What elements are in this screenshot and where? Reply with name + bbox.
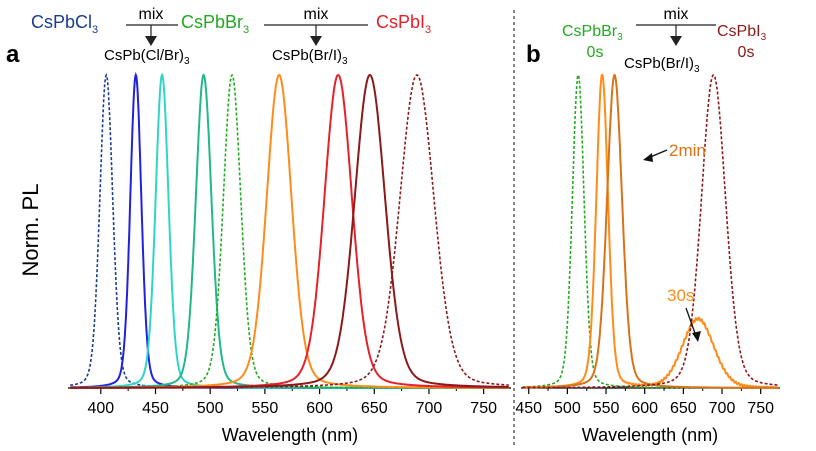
panel-a-tick-label-500: 500: [197, 400, 224, 417]
mix-label-b: mix: [664, 6, 689, 23]
panel-a-tick-label-750: 750: [470, 400, 497, 417]
panel-a-ticks: 400 450 500 550 600 650 700 750: [87, 388, 497, 417]
panel-a-tick-label-650: 650: [361, 400, 388, 417]
panel-a-series-405nm: [70, 73, 509, 389]
panel-b-series-561nm: [522, 73, 779, 389]
mixed-label-b: CsPb(Br/I)3: [624, 55, 700, 75]
panel-b-x-axis-label: Wavelength (nm): [582, 425, 718, 445]
panel-b-tick-label-700: 700: [709, 400, 736, 417]
panel-a-axes: 400 450 500 550 600 650 700 750 Wavelength (nm): [68, 387, 511, 445]
label-cspbbr3: CsPbBr3: [181, 12, 249, 36]
panel-b-annotations: CsPbBr3 0s CsPbI3 0s mix CsPb(Br/I)3 2mi…: [562, 6, 767, 342]
panel-a-series-617nm: [70, 73, 509, 389]
panel-a-x-axis-label: Wavelength (nm): [222, 425, 358, 445]
arrow-30s: [685, 307, 697, 337]
arrowhead-2min: [643, 153, 653, 162]
label-b-cspbbr3: CsPbBr3: [562, 23, 623, 43]
panel-a-tick-label-600: 600: [306, 400, 333, 417]
label-cspbi3: CsPbI3: [376, 12, 431, 36]
y-axis-label: Norm. PL: [18, 184, 43, 277]
mixed-label-left: CsPb(Cl/Br)3: [104, 47, 190, 67]
panel-a-series-520nm: [70, 73, 509, 389]
panel-a-series-563nm: [70, 73, 509, 389]
label-2min: 2min: [669, 141, 706, 160]
mix-arrowhead-b: [670, 36, 682, 46]
panel-b-axes: 450 500 550 600 650 700 750 Wavelength (nm): [515, 387, 780, 445]
label-b-cspbbr3-time: 0s: [587, 44, 604, 61]
panel-a-curves: [70, 71, 509, 389]
panel-a-tick-label-550: 550: [252, 400, 279, 417]
panel-b-tick-label-750: 750: [747, 400, 774, 417]
mix-label-left: mix: [139, 6, 164, 23]
label-b-cspbi3-time: 0s: [738, 44, 755, 61]
label-b-cspbi3: CsPbI3: [717, 23, 767, 43]
panel-b-tick-label-450: 450: [515, 400, 542, 417]
panel-a-annotations: CsPbCl3 CsPbBr3 CsPbI3 mix CsPb(Cl/Br)3 …: [31, 6, 431, 67]
panel-a-series-456nm: [70, 72, 509, 389]
panel-a-series-432nm: [70, 71, 509, 389]
mix-arrowhead-left: [145, 36, 157, 46]
panel-b-curves: [522, 73, 779, 389]
panel-a-series-494nm: [70, 73, 509, 389]
label-cspbcl3: CsPbCl3: [31, 12, 98, 36]
panel-b-series-514nm: [522, 73, 779, 389]
panel-a-letter: a: [6, 41, 20, 68]
panel-a-series-646nm: [70, 73, 509, 389]
arrowhead-30s: [692, 331, 701, 342]
mixed-label-right: CsPb(Br/I)3: [272, 47, 348, 67]
panel-b-tick-label-500: 500: [554, 400, 581, 417]
mix-label-right: mix: [304, 6, 329, 23]
panel-b-tick-label-550: 550: [593, 400, 620, 417]
panel-b-tick-label-650: 650: [670, 400, 697, 417]
panel-b-tick-label-600: 600: [631, 400, 658, 417]
panel-b-letter: b: [526, 41, 541, 68]
panel-a-tick-label-400: 400: [87, 400, 114, 417]
panel-a-tick-label-700: 700: [416, 400, 443, 417]
mix-arrowhead-right: [310, 36, 322, 46]
panel-b-series-545nm: [522, 73, 779, 389]
panel-b-ticks: 450 500 550 600 650 700 750: [515, 388, 774, 417]
label-30s: 30s: [667, 286, 694, 305]
panel-a-series-689nm: [70, 74, 509, 389]
panel-b-series-689nm: [522, 74, 779, 389]
panel-a-tick-label-450: 450: [142, 400, 169, 417]
